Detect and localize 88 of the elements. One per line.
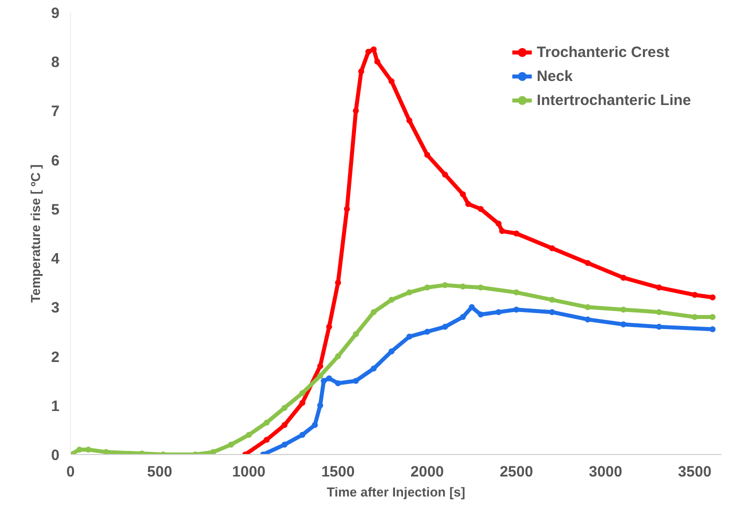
point bbox=[460, 191, 466, 198]
point bbox=[406, 334, 412, 340]
point bbox=[442, 324, 448, 330]
point bbox=[352, 108, 359, 114]
x-tick-label: 1500 bbox=[321, 464, 355, 480]
point bbox=[335, 280, 342, 286]
x-tick-label: 500 bbox=[147, 464, 172, 480]
point bbox=[210, 449, 216, 454]
point bbox=[584, 260, 591, 266]
legend-label: Intertrochanteric Line bbox=[536, 92, 691, 108]
point bbox=[358, 68, 364, 74]
x-tick-label: 2000 bbox=[410, 464, 444, 480]
point bbox=[656, 284, 662, 291]
point bbox=[710, 326, 716, 332]
point bbox=[370, 309, 377, 316]
y-tick-label: 6 bbox=[51, 152, 60, 170]
point bbox=[317, 402, 324, 408]
point bbox=[282, 404, 288, 411]
point bbox=[299, 432, 306, 438]
y-tick-label: 4 bbox=[51, 250, 60, 268]
y-tick-label: 2 bbox=[51, 348, 60, 366]
point bbox=[326, 324, 332, 330]
y-axis-title: Temperature rise [ ºC ] bbox=[28, 164, 44, 303]
y-tick-label: 0 bbox=[51, 447, 60, 464]
point bbox=[442, 172, 448, 178]
point bbox=[478, 206, 484, 212]
point bbox=[246, 432, 252, 438]
point bbox=[320, 378, 327, 384]
point bbox=[264, 436, 270, 443]
point bbox=[549, 309, 556, 316]
point bbox=[692, 292, 698, 298]
point bbox=[335, 380, 342, 386]
point bbox=[496, 220, 502, 227]
point bbox=[282, 442, 288, 448]
y-tick-label: 8 bbox=[51, 54, 60, 72]
point bbox=[549, 296, 556, 303]
y-tick-label: 5 bbox=[51, 201, 60, 218]
point bbox=[352, 331, 359, 338]
point bbox=[584, 316, 591, 322]
x-tick-label: 0 bbox=[66, 464, 75, 480]
point bbox=[584, 304, 591, 310]
y-tick-label: 7 bbox=[51, 103, 60, 120]
point bbox=[365, 48, 372, 55]
x-tick-label: 3500 bbox=[678, 464, 712, 480]
point bbox=[710, 314, 716, 320]
point bbox=[388, 78, 395, 84]
point bbox=[465, 201, 472, 208]
point bbox=[513, 230, 520, 236]
point bbox=[549, 245, 556, 252]
point bbox=[406, 289, 412, 296]
point bbox=[317, 372, 324, 379]
x-tick-label: 2500 bbox=[500, 464, 534, 480]
point bbox=[228, 442, 234, 448]
point bbox=[496, 309, 502, 316]
point bbox=[103, 449, 110, 454]
point bbox=[424, 152, 430, 158]
point bbox=[460, 314, 466, 320]
point bbox=[468, 304, 475, 310]
point bbox=[620, 274, 626, 281]
point bbox=[326, 375, 332, 382]
point bbox=[335, 353, 342, 360]
point bbox=[352, 378, 359, 384]
x-tick-label: 1000 bbox=[232, 464, 266, 480]
point bbox=[406, 118, 412, 124]
point bbox=[76, 446, 82, 453]
point bbox=[299, 390, 306, 396]
point bbox=[374, 58, 380, 65]
y-tick-label: 9 bbox=[51, 5, 60, 22]
y-tick-label: 1 bbox=[51, 398, 60, 415]
y-tick-label: 3 bbox=[51, 300, 60, 317]
point bbox=[424, 284, 430, 291]
point bbox=[388, 296, 395, 303]
point bbox=[710, 294, 716, 300]
x-axis-title: Time after Injection [s] bbox=[326, 484, 466, 500]
legend-label: Trochanteric Crest bbox=[536, 44, 670, 60]
point bbox=[317, 363, 324, 370]
point bbox=[312, 422, 318, 428]
point bbox=[499, 228, 506, 234]
point bbox=[370, 366, 377, 372]
point bbox=[478, 284, 484, 291]
point bbox=[282, 422, 288, 428]
point bbox=[299, 400, 306, 406]
point bbox=[388, 348, 395, 354]
legend-label: Neck bbox=[536, 68, 573, 84]
x-tick-label: 3000 bbox=[588, 464, 622, 480]
point bbox=[478, 312, 484, 318]
point bbox=[264, 420, 270, 426]
point bbox=[424, 328, 430, 335]
